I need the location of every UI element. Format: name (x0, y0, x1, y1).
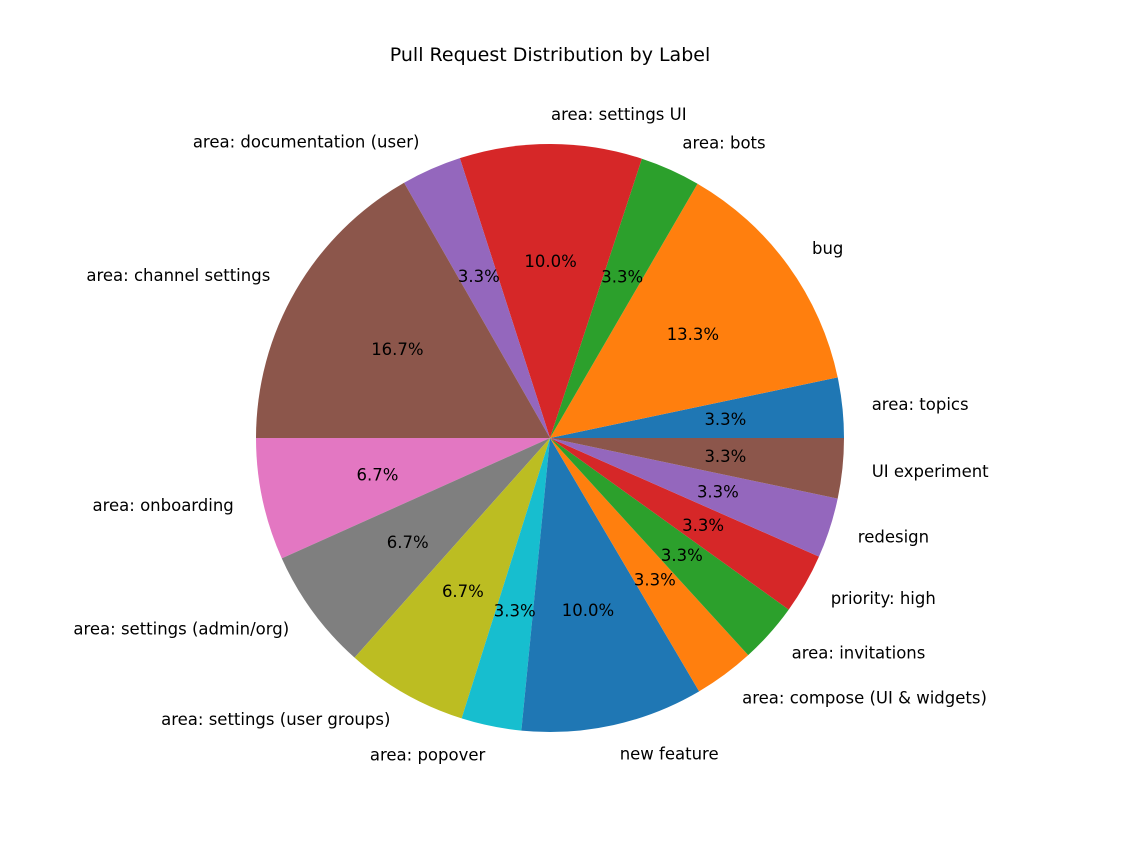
percent-label: 6.7% (442, 582, 484, 601)
category-label: priority: high (831, 589, 936, 608)
percent-label: 3.3% (661, 546, 703, 565)
category-label: new feature (620, 744, 719, 763)
category-label: area: settings (user groups) (161, 710, 390, 729)
pie-slices (256, 143, 844, 732)
pie-slice-new-feature (521, 438, 700, 732)
category-label: area: documentation (user) (193, 133, 420, 152)
pie-slice-area-settings-user-groups (354, 438, 550, 719)
percent-label: 3.3% (634, 570, 676, 589)
percent-label: 3.3% (704, 447, 746, 466)
pie-slice-bug (550, 183, 838, 438)
category-label: area: settings UI (551, 105, 687, 124)
pie-slice-ui-experiment (550, 438, 844, 499)
pie-slice-area-documentation-user (404, 158, 550, 438)
category-label: area: settings (admin/org) (73, 620, 289, 639)
percent-label: 13.3% (667, 325, 719, 344)
pie-slice-area-topics (550, 377, 844, 438)
percent-label: 10.0% (524, 252, 576, 271)
percent-label: 10.0% (562, 601, 614, 620)
pie-slice-area-invitations (550, 438, 789, 656)
percent-label: 6.7% (387, 533, 429, 552)
category-label: area: topics (872, 395, 969, 414)
chart-title: Pull Request Distribution by Label (390, 44, 710, 66)
percent-label: 3.3% (682, 516, 724, 535)
category-label: redesign (858, 528, 929, 547)
category-labels: area: topics bug area: bots area: settings … (73, 105, 989, 764)
pie-slice-area-settings-admin-org (281, 438, 550, 658)
pie-slice-area-settings-ui (459, 143, 642, 438)
category-label: area: popover (370, 745, 486, 764)
percent-label: 3.3% (697, 483, 739, 502)
pie-slice-area-bots (550, 158, 698, 439)
pie-slice-area-channel-settings (256, 182, 550, 438)
pie-slice-area-onboarding (256, 438, 550, 559)
category-label: area: compose (UI & widgets) (742, 689, 987, 708)
category-label: area: channel settings (86, 266, 270, 285)
percent-label: 3.3% (494, 601, 536, 620)
category-label: area: invitations (792, 644, 926, 663)
category-label: area: onboarding (92, 496, 233, 515)
pie-slice-area-compose-ui-widgets (550, 438, 749, 692)
percent-label: 3.3% (601, 268, 643, 287)
category-label: area: bots (682, 133, 765, 152)
percent-label: 16.7% (371, 340, 423, 359)
pie-slice-redesign (550, 438, 838, 557)
percent-label: 3.3% (458, 267, 500, 286)
category-label: bug (812, 239, 843, 258)
percent-label: 6.7% (357, 465, 399, 484)
pie-slice-priority-high (550, 438, 819, 610)
percent-label: 3.3% (704, 410, 746, 429)
percent-labels: 3.3% 13.3% 3.3% 10.0% 3.3% 16.7% 6.7% 6.7% 6.7% 3… (357, 252, 747, 620)
pie-slice-area-popover (461, 438, 550, 731)
category-label: UI experiment (872, 462, 989, 481)
